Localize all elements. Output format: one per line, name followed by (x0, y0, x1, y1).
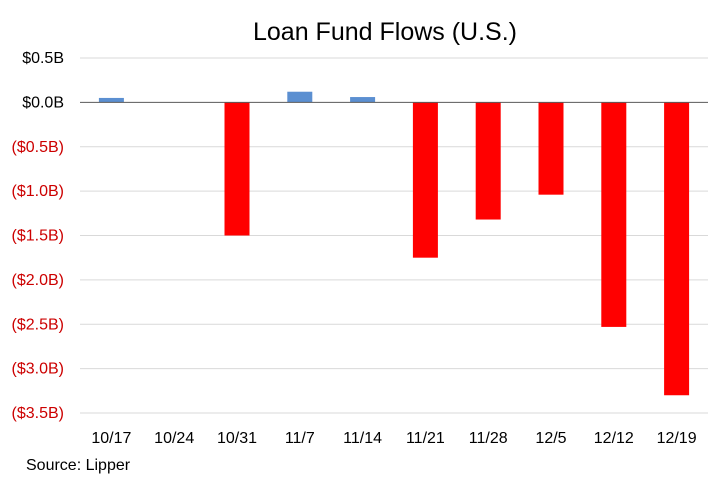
x-tick-label: 11/14 (343, 430, 382, 447)
x-tick-label: 12/19 (657, 430, 697, 447)
y-tick-label: ($2.0B) (12, 272, 64, 289)
bar (538, 102, 564, 195)
x-tick-label: 11/28 (469, 430, 508, 447)
bar (287, 91, 313, 103)
y-tick-label: $0.0B (22, 94, 64, 111)
y-tick-label: ($3.5B) (12, 405, 64, 422)
y-axis-tick-labels: $0.5B $0.0B ($0.5B) ($1.0B) ($1.5B) ($2.0B) ($… (12, 50, 64, 422)
x-tick-label: 10/17 (91, 430, 131, 447)
x-tick-label: 11/21 (406, 430, 445, 447)
y-tick-label: ($1.5B) (12, 228, 64, 245)
x-tick-label: 11/7 (285, 430, 315, 447)
bar (224, 102, 250, 236)
bar (98, 97, 124, 103)
chart-title: Loan Fund Flows (U.S.) (253, 18, 517, 46)
bar (475, 102, 501, 220)
x-tick-label: 12/12 (594, 430, 634, 447)
bar (412, 102, 438, 258)
y-tick-label: ($1.0B) (12, 183, 64, 200)
y-tick-label: ($3.0B) (12, 361, 64, 378)
source-note: Source: Lipper (26, 457, 131, 474)
x-tick-label: 10/31 (217, 430, 257, 447)
bar (601, 102, 627, 327)
gridlines (80, 57, 708, 414)
y-tick-label: ($2.5B) (12, 316, 64, 333)
y-tick-label: $0.5B (22, 50, 64, 67)
y-tick-label: ($0.5B) (12, 139, 64, 156)
bar (664, 102, 690, 396)
x-tick-label: 12/5 (535, 430, 566, 447)
bars (98, 91, 690, 396)
bar (350, 97, 376, 103)
x-tick-label: 10/24 (154, 430, 194, 447)
x-axis-tick-labels: 10/17 10/24 10/31 11/7 11/14 11/21 11/28 12/5 12… (91, 430, 696, 447)
